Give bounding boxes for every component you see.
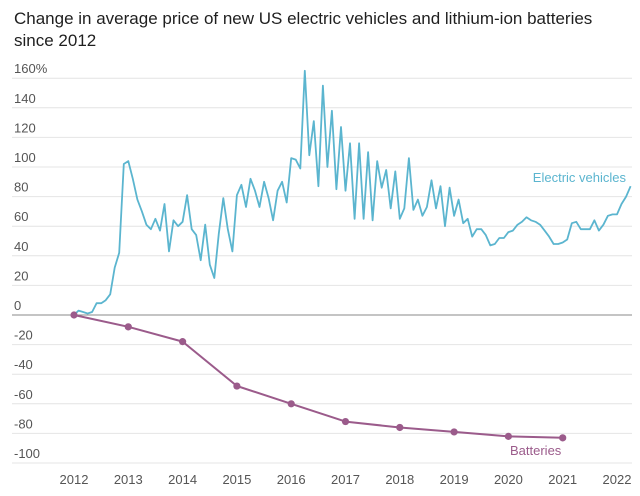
y-tick-label: -20 <box>14 328 33 343</box>
y-tick-label: 160% <box>14 61 48 76</box>
x-tick-label: 2021 <box>548 472 577 487</box>
data-point <box>70 311 78 319</box>
y-tick-label: -80 <box>14 416 33 431</box>
x-tick-label: 2017 <box>331 472 360 487</box>
x-tick-label: 2022 <box>603 472 632 487</box>
y-tick-label: -60 <box>14 387 33 402</box>
data-point <box>124 323 132 331</box>
series-label-batteries: Batteries <box>510 443 562 458</box>
series-layer <box>70 69 632 442</box>
data-point <box>396 423 404 432</box>
y-tick-label: 20 <box>14 268 28 283</box>
y-tick-label: 140 <box>14 91 36 106</box>
data-point <box>341 417 350 426</box>
y-tick-label: -100 <box>14 446 40 461</box>
data-point <box>179 338 187 346</box>
chart-title: Change in average price of new US electr… <box>14 9 593 50</box>
x-tick-label: 2020 <box>494 472 523 487</box>
data-point <box>450 428 458 436</box>
x-tick-label: 2012 <box>60 472 89 487</box>
y-tick-label: -40 <box>14 357 33 372</box>
y-tick-label: 60 <box>14 209 28 224</box>
data-point <box>504 432 512 440</box>
data-point <box>559 434 567 442</box>
x-tick-label: 2019 <box>440 472 469 487</box>
y-tick-label: 40 <box>14 239 28 254</box>
x-tick-label: 2018 <box>385 472 414 487</box>
grid-layer <box>12 77 632 464</box>
data-point <box>233 382 241 390</box>
x-tick-label: 2013 <box>114 472 143 487</box>
data-point <box>287 400 295 408</box>
y-tick-label: 120 <box>14 120 36 135</box>
y-axis-ticks: 160% 140 120 100 80 60 40 20 0 -20 -40 -60 -80 -100 <box>14 61 48 461</box>
y-tick-label: 80 <box>14 180 28 195</box>
x-tick-label: 2015 <box>222 472 251 487</box>
y-tick-label: 0 <box>14 298 21 313</box>
y-tick-label: 100 <box>14 150 36 165</box>
x-axis-ticks: 2012 2013 2014 2015 2016 2017 2018 2019 2020 2021… <box>60 472 632 487</box>
x-tick-label: 2016 <box>277 472 306 487</box>
series-labels: Electric vehicles Batteries <box>510 170 626 458</box>
series-line-electric-vehicles <box>73 69 632 316</box>
x-tick-label: 2014 <box>168 472 197 487</box>
series-label-electric-vehicles: Electric vehicles <box>533 170 627 185</box>
series-line-batteries <box>73 314 563 439</box>
